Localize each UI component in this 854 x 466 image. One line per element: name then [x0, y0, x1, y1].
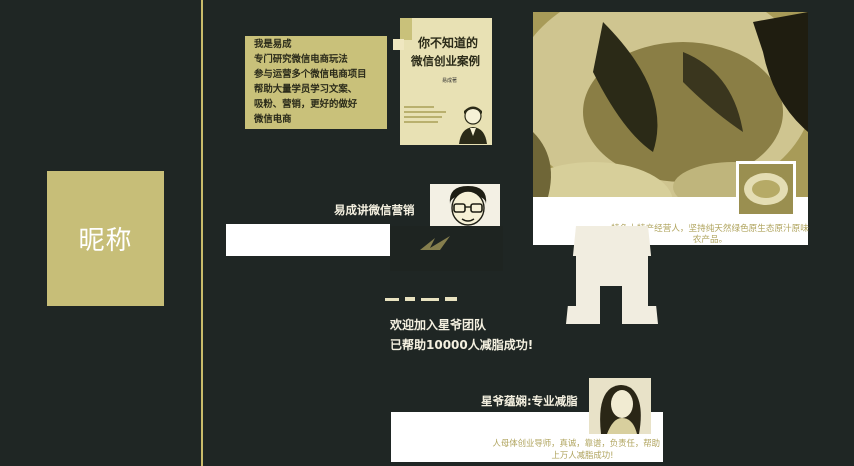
team-figure[interactable]	[566, 226, 658, 324]
yichang-bar	[226, 224, 390, 256]
yunxian-desc-line: 人母体创业导师，真诚，靠谱，负责任，帮助	[492, 438, 661, 448]
yichang-dark-panel	[390, 226, 503, 271]
divider-line	[201, 0, 203, 466]
intro-line: 微信电商	[254, 114, 292, 125]
intro-line: 参与运营多个微信电商项目	[254, 69, 367, 80]
book-cover[interactable]	[400, 18, 492, 145]
nickname-tile[interactable]: 昵称	[47, 171, 164, 306]
food-thumbnail[interactable]	[736, 161, 796, 217]
sparkle-icon	[420, 236, 450, 250]
team-result-text: 已帮助10000人减脂成功!	[390, 338, 534, 352]
book-title-line1: 你不知道的	[418, 36, 479, 50]
yunxian-description: 人母体创业导师，真诚，靠谱，负责任，帮助 上万人减脂成功!	[455, 437, 661, 461]
food-caption-text: 特色土特产经营人，坚持纯天然绿色原生态原汁原味农产品。	[611, 224, 809, 245]
book-stamp	[393, 39, 404, 50]
intro-line: 帮助大量学员学习文案、	[254, 84, 358, 95]
intro-line: 吸粉、营销，更好的做好	[254, 99, 358, 110]
book-title-line2: 微信创业案例	[411, 54, 480, 68]
yunxian-desc-line: 上万人减脂成功!	[551, 450, 614, 460]
speckle-decoration	[385, 297, 457, 301]
intro-note[interactable]: 我是易成 专门研究微信电商玩法 参与运营多个微信电商项目 帮助大量学员学习文案、…	[245, 36, 387, 129]
yichang-avatar[interactable]	[440, 184, 496, 228]
book-author-icon	[459, 106, 487, 144]
book-author: 易成著	[442, 78, 458, 84]
yunxian-label: 星爷蕴娴:专业减脂	[481, 394, 578, 408]
yichang-label: 易成讲微信营销	[334, 203, 415, 217]
book-notes-decoration	[404, 104, 446, 123]
intro-line: 专门研究微信电商玩法	[254, 54, 348, 65]
nickname-label: 昵称	[78, 226, 133, 256]
intro-line: 我是易成	[254, 39, 292, 50]
book-stripe	[400, 18, 412, 40]
food-photo[interactable]	[533, 12, 808, 245]
team-invite-text: 欢迎加入星爷团队	[390, 318, 487, 332]
yunxian-avatar[interactable]	[589, 378, 651, 434]
